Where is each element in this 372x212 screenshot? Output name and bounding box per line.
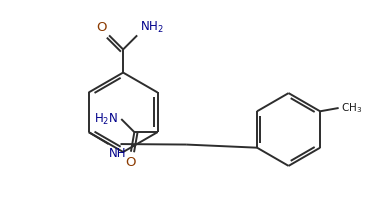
Text: NH: NH <box>109 147 127 160</box>
Text: H$_2$N: H$_2$N <box>94 112 119 127</box>
Text: O: O <box>96 21 106 34</box>
Text: CH$_3$: CH$_3$ <box>341 101 362 115</box>
Text: O: O <box>126 156 136 169</box>
Text: NH$_2$: NH$_2$ <box>140 20 164 35</box>
